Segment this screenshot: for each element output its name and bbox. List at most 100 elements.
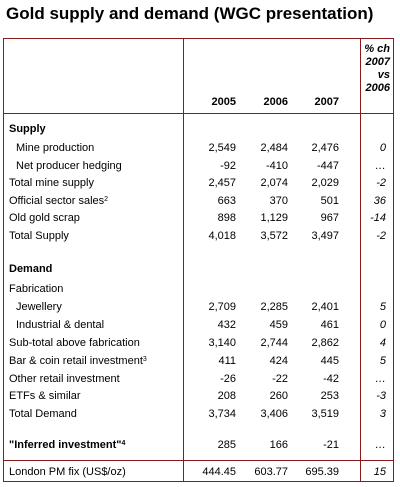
cell-v2: 3,406 [260,408,288,420]
header-pct-line1: % ch [364,43,390,55]
row-label-text: Industrial & dental [16,319,105,331]
row-label-text: Old gold scrap [9,212,80,224]
cell-v3: 501 [320,195,339,207]
header-pct-line2: 2007 [365,56,390,68]
cell-v2: 2,484 [260,142,288,154]
cell-pct-change: … [375,439,386,451]
cell-v2: 459 [269,319,288,331]
cell-v2: 603.77 [254,466,288,478]
row-label: ETFs & similar [9,390,81,403]
footnote-marker: 4 [121,440,126,447]
cell-v1: 898 [217,212,236,224]
footnote-marker: 2 [104,196,109,203]
header-pct-line4: 2006 [365,82,390,94]
cell-v2: 2,744 [260,337,288,349]
cell-v1: 2,457 [208,177,236,189]
cell-v3: 2,862 [311,337,339,349]
cell-v3: 3,497 [311,230,339,242]
cell-pct-change: … [375,160,386,172]
row-label: Bar & coin retail investment3 [9,355,147,368]
row-label: Other retail investment [9,373,120,386]
row-label-text: Jewellery [16,301,62,313]
section-heading-supply: Supply [9,123,46,135]
cell-v3: 2,401 [311,301,339,313]
row-label: Official sector sales2 [9,195,108,208]
cell-v3: 967 [320,212,339,224]
row-label-text: Bar & coin retail investment [9,355,143,367]
cell-pct-change: -14 [370,212,386,224]
column-divider [360,39,361,481]
row-label-text: Official sector sales [9,195,105,207]
cell-v1: 663 [217,195,236,207]
cell-v2: 3,572 [260,230,288,242]
cell-pct-change: 0 [379,319,386,331]
cell-v1: -26 [220,373,236,385]
row-label: Fabrication [9,283,63,296]
section-heading-demand: Demand [9,263,53,275]
row-label-text: Total Demand [9,408,77,420]
row-label-text: "Inferred investment" [9,439,122,451]
cell-v3: 695.39 [305,466,339,478]
row-label: Sub-total above fabrication [9,337,140,350]
row-label-text: London PM fix (US$/oz) [9,466,126,478]
cell-v2: 260 [269,390,288,402]
supply-demand-table: 2005 2006 2007 % ch 2007 vs 2006 Supply … [3,38,394,482]
row-label: "Inferred investment"4 [9,439,125,452]
cell-v3: -42 [323,373,339,385]
cell-v1: 2,709 [208,301,236,313]
cell-pct-change: … [375,373,386,385]
cell-v1: 3,140 [208,337,236,349]
row-label-text: Mine production [16,142,95,154]
cell-v2: 370 [269,195,288,207]
cell-pct-change: -3 [376,390,386,402]
row-label-text: ETFs & similar [9,390,81,402]
header-year-2006: 2006 [263,96,288,108]
cell-pct-change: 4 [379,337,386,349]
cell-v1: 411 [218,355,236,367]
cell-v3: 445 [320,355,339,367]
row-label-text: Sub-total above fabrication [9,337,140,349]
cell-v2: 166 [269,439,288,451]
row-label: Total mine supply [9,177,94,190]
cell-pct-change: 5 [379,301,386,313]
cell-v3: 461 [320,319,339,331]
cell-v1: 285 [217,439,236,451]
row-label: Total Demand [9,408,77,421]
cell-v2: 2,074 [260,177,288,189]
row-label-text: Fabrication [9,283,64,295]
row-label: Net producer hedging [16,160,122,173]
cell-v1: 2,549 [208,142,236,154]
cell-v1: 444.45 [202,466,236,478]
cell-v1: 3,734 [208,408,236,420]
cell-pct-change: 3 [379,408,386,420]
cell-pct-change: 15 [373,466,386,478]
row-label: Industrial & dental [16,319,104,332]
cell-v3: 2,476 [311,142,339,154]
header-year-2005: 2005 [211,96,236,108]
row-label: Old gold scrap [9,212,80,225]
row-label-text: Net producer hedging [16,160,122,172]
cell-pct-change: 36 [373,195,386,207]
cell-v1: 432 [217,319,236,331]
cell-pct-change: 0 [379,142,386,154]
row-label: Jewellery [16,301,62,314]
cell-v3: 3,519 [311,408,339,420]
cell-pct-change: -2 [376,177,386,189]
row-label: Total Supply [9,230,69,243]
header-year-2007: 2007 [314,96,339,108]
row-label: Mine production [16,142,94,155]
footnote-marker: 3 [142,356,147,363]
cell-pct-change: 5 [379,355,386,367]
cell-v1: 208 [217,390,236,402]
row-label-text: Total mine supply [9,177,94,189]
cell-v2: 424 [269,355,288,367]
cell-v3: 2,029 [311,177,339,189]
cell-v1: -92 [220,160,236,172]
header-pct-line3: vs [377,69,390,81]
cell-v2: 2,285 [260,301,288,313]
page-title: Gold supply and demand (WGC presentation… [6,4,374,23]
header-rule [4,113,393,114]
cell-v2: -22 [272,373,288,385]
cell-pct-change: -2 [376,230,386,242]
column-divider [183,39,184,481]
